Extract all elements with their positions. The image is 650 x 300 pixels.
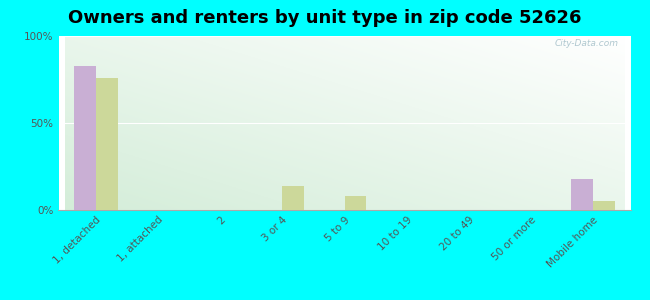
Bar [282,186,304,210]
Bar [593,201,615,210]
Bar [571,179,593,210]
Text: Owners and renters by unit type in zip code 52626: Owners and renters by unit type in zip c… [68,9,582,27]
Bar [74,66,96,210]
Bar [344,196,366,210]
Bar [96,78,118,210]
Text: City-Data.com: City-Data.com [555,40,619,49]
